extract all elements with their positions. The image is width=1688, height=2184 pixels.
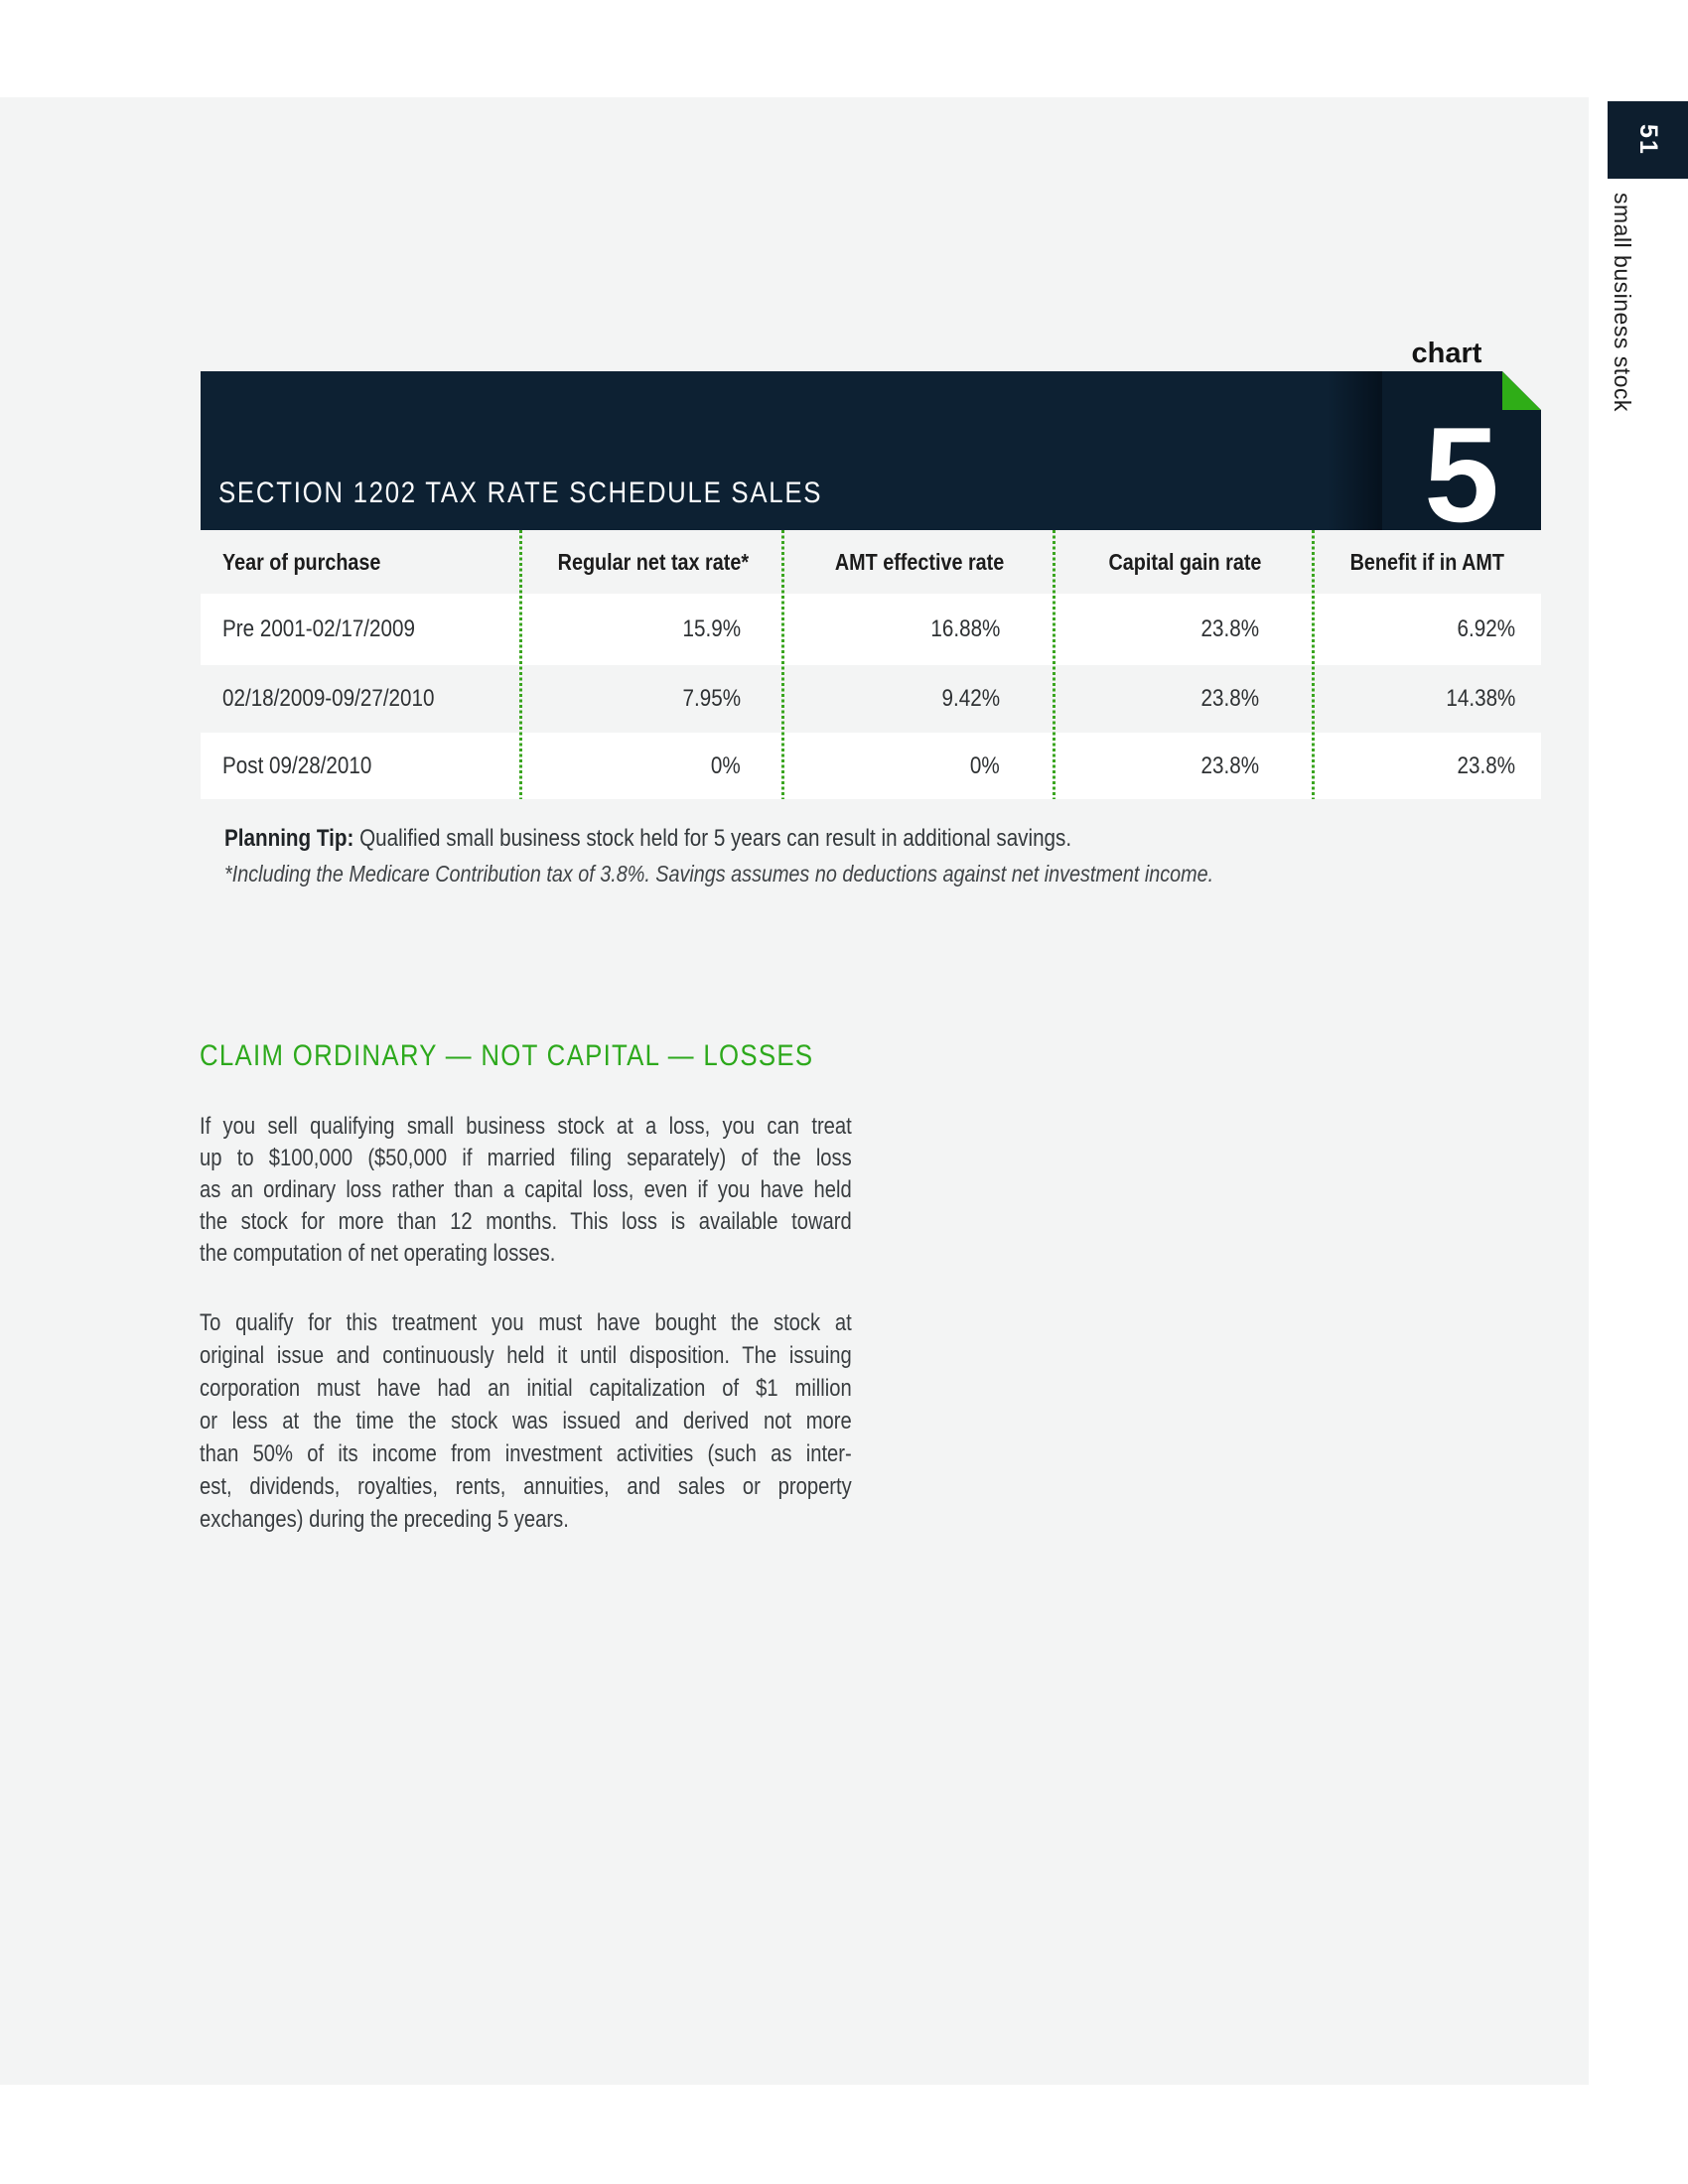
body-paragraph: If you sell qualifying small business st… [200, 1111, 852, 1270]
page-number-tab: 51 [1608, 101, 1688, 179]
paragraph-line: If you sell qualifying small business st… [200, 1113, 852, 1140]
paragraph-line: or less at the time the stock was issued… [200, 1408, 852, 1434]
value-cell: 9.42% [941, 685, 1000, 712]
row-label-cell: Post 09/28/2010 [222, 751, 372, 779]
chart-title: SECTION 1202 TAX RATE SCHEDULE SALES [218, 478, 920, 508]
table-row: 02/18/2009-09/27/2010 7.95% 9.42% 23.8% … [201, 665, 1541, 733]
chart-kicker-label: chart [1411, 338, 1482, 369]
page-number: 51 [1634, 124, 1662, 156]
chart-number: 5 [1424, 399, 1499, 550]
value-cell: 0% [711, 751, 741, 779]
value-cell: 23.8% [1200, 685, 1259, 712]
body-paragraph: To qualify for this treatment you must h… [200, 1306, 852, 1536]
paragraph-line: up to $100,000 ($50,000 if married filin… [200, 1145, 852, 1171]
row-label-cell: Pre 2001-02/17/2009 [222, 615, 415, 642]
planning-tip: Planning Tip: Qualified small business s… [224, 824, 1374, 888]
paragraph-line: the stock for more than 12 months. This … [200, 1208, 852, 1235]
value-cell: 23.8% [1200, 615, 1259, 642]
chart-number-box: 5 [1382, 371, 1541, 530]
planning-tip-line: Planning Tip: Qualified small business s… [224, 824, 1071, 854]
value-cell: 16.88% [929, 615, 1000, 642]
value-cell: 14.38% [1445, 685, 1515, 712]
column-divider-dotted-line [1312, 530, 1315, 799]
column-divider-dotted-line [519, 530, 522, 799]
column-header: Regular net tax rate* [557, 548, 750, 575]
paragraph-line: original issue and continuously held it … [200, 1342, 852, 1369]
content-background: chart SECTION 1202 TAX RATE SCHEDULE SAL… [0, 97, 1589, 2085]
table-row: Post 09/28/2010 0% 0% 23.8% 23.8% [201, 733, 1541, 799]
paragraph-line: corporation must have had an initial cap… [200, 1375, 852, 1402]
chart-title-band: SECTION 1202 TAX RATE SCHEDULE SALES [201, 371, 1382, 530]
paragraph-line: est, dividends, royalties, rents, annuit… [200, 1473, 852, 1500]
folded-corner-icon [1502, 371, 1541, 410]
table-header-row: Year of purchase Regular net tax rate* A… [201, 530, 1541, 594]
planning-tip-text: Qualified small business stock held for … [353, 825, 1072, 852]
value-cell: 15.9% [682, 615, 741, 642]
value-cell: 7.95% [682, 685, 741, 712]
section-heading: CLAIM ORDINARY — NOT CAPITAL — LOSSES [200, 1039, 814, 1072]
column-header: AMT effective rate [835, 548, 1005, 575]
value-cell: 0% [970, 751, 1000, 779]
column-header: Year of purchase [222, 548, 381, 575]
value-cell: 23.8% [1457, 751, 1515, 779]
value-cell: 23.8% [1200, 751, 1259, 779]
chart-title-text: SECTION 1202 TAX RATE SCHEDULE SALES [218, 477, 823, 509]
table-row: Pre 2001-02/17/2009 15.9% 16.88% 23.8% 6… [201, 594, 1541, 665]
column-divider-dotted-line [1053, 530, 1055, 799]
paragraph-line: than 50% of its income from investment a… [200, 1440, 852, 1467]
planning-tip-label: Planning Tip: [224, 825, 354, 852]
paragraph-line: the computation of net operating losses. [200, 1240, 556, 1267]
table-footnote: *Including the Medicare Contribution tax… [224, 861, 1214, 887]
row-label-cell: 02/18/2009-09/27/2010 [222, 685, 435, 712]
paragraph-line: To qualify for this treatment you must h… [200, 1309, 852, 1336]
column-divider-dotted-line [781, 530, 784, 799]
column-header: Capital gain rate [1108, 548, 1261, 575]
column-header: Benefit if in AMT [1349, 548, 1505, 575]
paragraph-line: exchanges) during the preceding 5 years. [200, 1506, 569, 1533]
section-side-label: small business stock [1610, 193, 1635, 412]
paragraph-line: as an ordinary loss rather than a capita… [200, 1176, 852, 1203]
value-cell: 6.92% [1457, 615, 1515, 642]
